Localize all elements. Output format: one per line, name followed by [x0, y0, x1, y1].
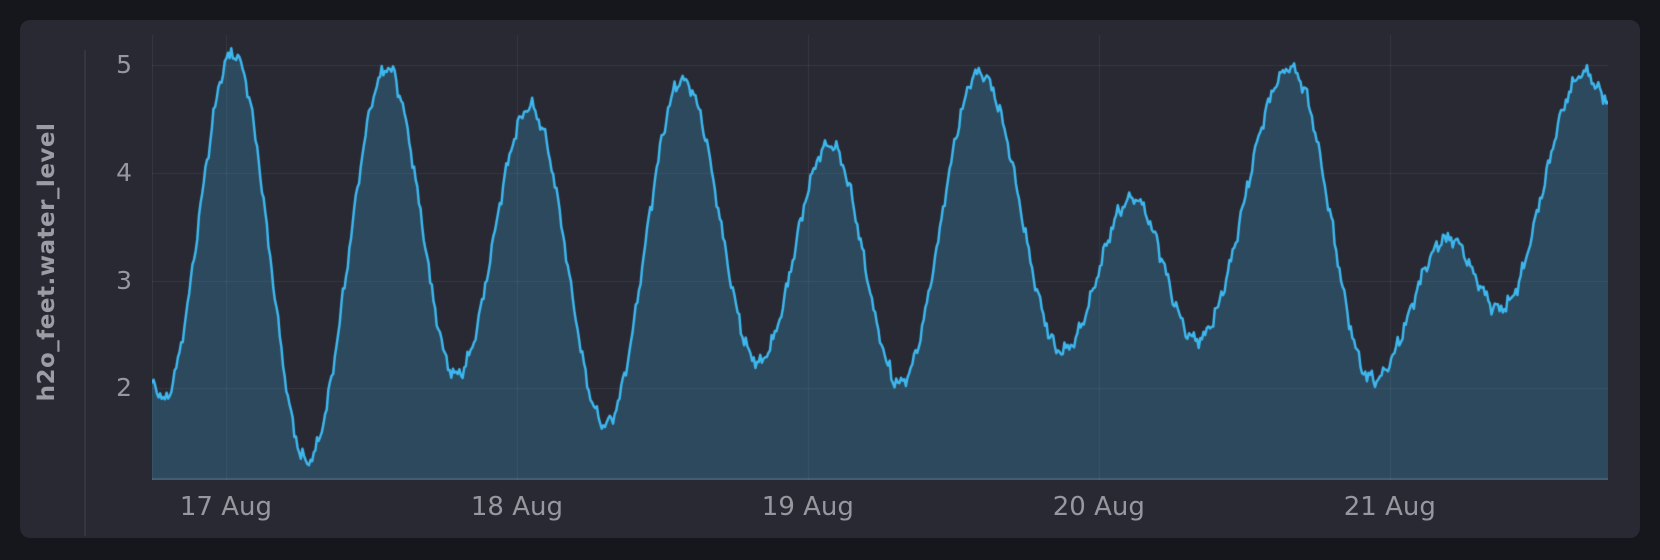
y-tick-label: 2 [116, 373, 132, 403]
y-axis-title: h2o_feet.water_level [34, 122, 60, 402]
x-tick-label: 19 Aug [761, 492, 854, 522]
y-tick-label: 5 [116, 50, 132, 80]
y-tick-label: 3 [116, 265, 132, 295]
x-tick-label: 17 Aug [179, 492, 272, 522]
x-tick-label: 18 Aug [470, 492, 563, 522]
y-axis-separator-line [84, 50, 86, 536]
x-tick-label: 21 Aug [1343, 492, 1436, 522]
x-tick-label: 20 Aug [1052, 492, 1145, 522]
plot-canvas[interactable] [152, 35, 1608, 480]
y-tick-label: 4 [116, 157, 132, 187]
